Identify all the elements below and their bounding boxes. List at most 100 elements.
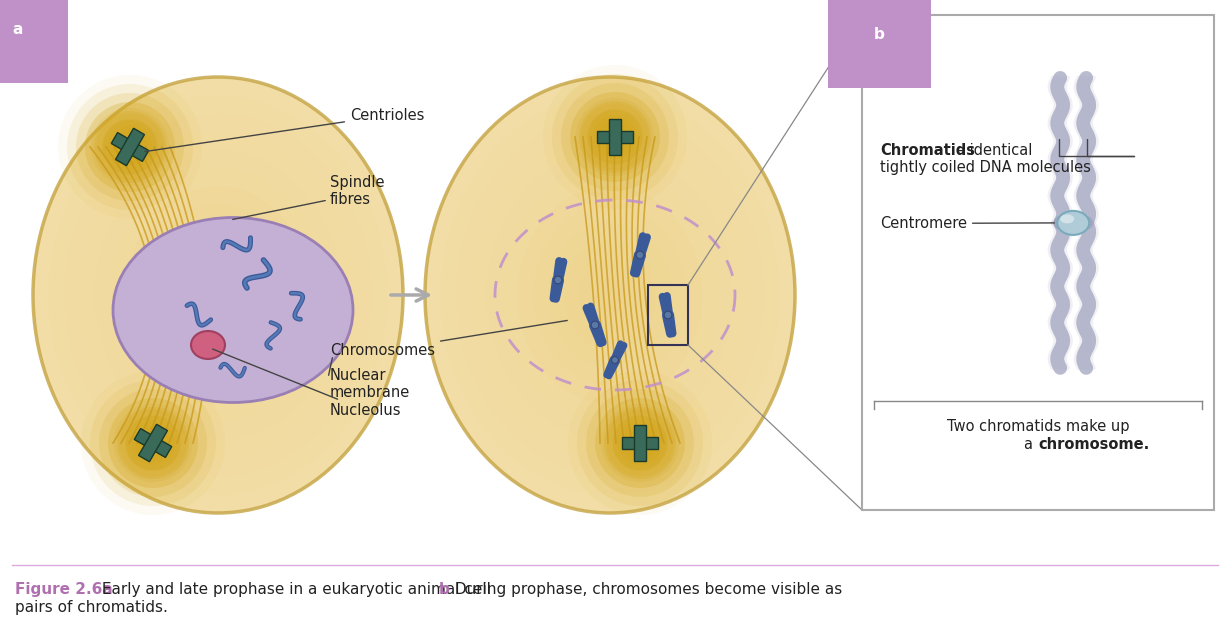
Ellipse shape xyxy=(606,410,674,477)
Bar xyxy=(609,119,621,155)
Ellipse shape xyxy=(81,371,225,515)
Ellipse shape xyxy=(90,380,216,506)
Ellipse shape xyxy=(114,404,192,482)
Bar xyxy=(139,424,167,461)
Ellipse shape xyxy=(85,102,175,192)
Ellipse shape xyxy=(95,150,342,440)
Ellipse shape xyxy=(635,437,646,449)
Ellipse shape xyxy=(552,74,678,200)
Ellipse shape xyxy=(561,83,669,191)
Ellipse shape xyxy=(595,398,685,488)
Ellipse shape xyxy=(579,259,641,332)
Ellipse shape xyxy=(577,380,704,506)
Bar xyxy=(134,429,172,458)
Ellipse shape xyxy=(124,141,135,152)
Text: During prophase, chromosomes become visible as: During prophase, chromosomes become visi… xyxy=(450,582,843,597)
Ellipse shape xyxy=(109,168,326,422)
Ellipse shape xyxy=(125,416,180,470)
Ellipse shape xyxy=(66,84,193,210)
Text: Early and late prophase in a eukaryotic animal cell: Early and late prophase in a eukaryotic … xyxy=(97,582,496,597)
Ellipse shape xyxy=(571,92,659,182)
Bar xyxy=(633,425,646,461)
Text: Figure 2.6a: Figure 2.6a xyxy=(15,582,113,597)
Ellipse shape xyxy=(172,241,264,349)
Ellipse shape xyxy=(98,389,207,497)
Text: b: b xyxy=(875,27,884,42)
Text: Nucleolus: Nucleolus xyxy=(213,349,401,418)
Text: Chromatids: Chromatids xyxy=(879,143,975,158)
Ellipse shape xyxy=(502,168,718,422)
Ellipse shape xyxy=(141,204,295,386)
Ellipse shape xyxy=(85,102,175,192)
Ellipse shape xyxy=(91,108,170,186)
Text: Centrioles: Centrioles xyxy=(145,108,424,152)
Ellipse shape xyxy=(144,434,162,452)
Ellipse shape xyxy=(141,432,164,454)
Ellipse shape xyxy=(187,259,248,332)
Ellipse shape xyxy=(597,119,633,155)
Ellipse shape xyxy=(108,398,198,488)
Ellipse shape xyxy=(191,331,225,359)
Ellipse shape xyxy=(518,186,702,404)
Ellipse shape xyxy=(613,415,668,471)
Ellipse shape xyxy=(121,138,139,156)
Ellipse shape xyxy=(108,398,198,488)
Ellipse shape xyxy=(606,128,624,146)
Circle shape xyxy=(555,276,562,284)
Text: membrane: membrane xyxy=(330,385,411,400)
Ellipse shape xyxy=(593,115,637,159)
Ellipse shape xyxy=(587,109,643,165)
Text: tightly coiled DNA molecules: tightly coiled DNA molecules xyxy=(879,160,1091,175)
Ellipse shape xyxy=(107,125,153,170)
Bar xyxy=(862,15,1214,510)
Ellipse shape xyxy=(629,432,651,454)
Ellipse shape xyxy=(600,404,679,482)
Ellipse shape xyxy=(33,77,403,513)
Ellipse shape xyxy=(130,420,176,465)
Ellipse shape xyxy=(426,77,795,513)
Circle shape xyxy=(636,251,643,259)
Ellipse shape xyxy=(594,277,625,313)
Text: b: b xyxy=(439,582,450,597)
Ellipse shape xyxy=(137,426,170,460)
Ellipse shape xyxy=(1060,214,1074,223)
Ellipse shape xyxy=(58,75,202,219)
Ellipse shape xyxy=(604,407,676,479)
Ellipse shape xyxy=(631,434,649,452)
Text: – identical: – identical xyxy=(953,143,1032,158)
Circle shape xyxy=(592,321,599,329)
Ellipse shape xyxy=(576,98,654,176)
Bar xyxy=(622,436,658,449)
Bar xyxy=(597,131,633,143)
Ellipse shape xyxy=(440,95,780,495)
Ellipse shape xyxy=(117,407,189,479)
Ellipse shape xyxy=(622,425,658,461)
Ellipse shape xyxy=(426,77,795,513)
Ellipse shape xyxy=(102,119,157,175)
Ellipse shape xyxy=(103,120,157,174)
Ellipse shape xyxy=(579,101,651,173)
Ellipse shape xyxy=(113,218,353,403)
Ellipse shape xyxy=(76,93,184,201)
Ellipse shape xyxy=(119,136,141,158)
Text: Spindle: Spindle xyxy=(330,175,385,190)
Text: Two chromatids make up: Two chromatids make up xyxy=(947,419,1129,434)
Ellipse shape xyxy=(595,398,685,488)
Ellipse shape xyxy=(125,186,310,404)
Ellipse shape xyxy=(203,277,234,313)
Ellipse shape xyxy=(569,92,661,182)
Text: fibres: fibres xyxy=(330,192,371,207)
Text: a: a xyxy=(12,22,22,37)
Ellipse shape xyxy=(588,110,642,164)
Ellipse shape xyxy=(456,113,764,477)
Ellipse shape xyxy=(48,95,387,495)
Text: a: a xyxy=(1025,437,1038,452)
Ellipse shape xyxy=(119,410,187,477)
Text: pairs of chromatids.: pairs of chromatids. xyxy=(15,600,167,615)
Ellipse shape xyxy=(125,415,181,471)
Ellipse shape xyxy=(93,111,166,183)
Bar xyxy=(116,128,144,166)
Ellipse shape xyxy=(563,241,657,349)
Ellipse shape xyxy=(604,126,626,148)
Ellipse shape xyxy=(617,420,663,465)
